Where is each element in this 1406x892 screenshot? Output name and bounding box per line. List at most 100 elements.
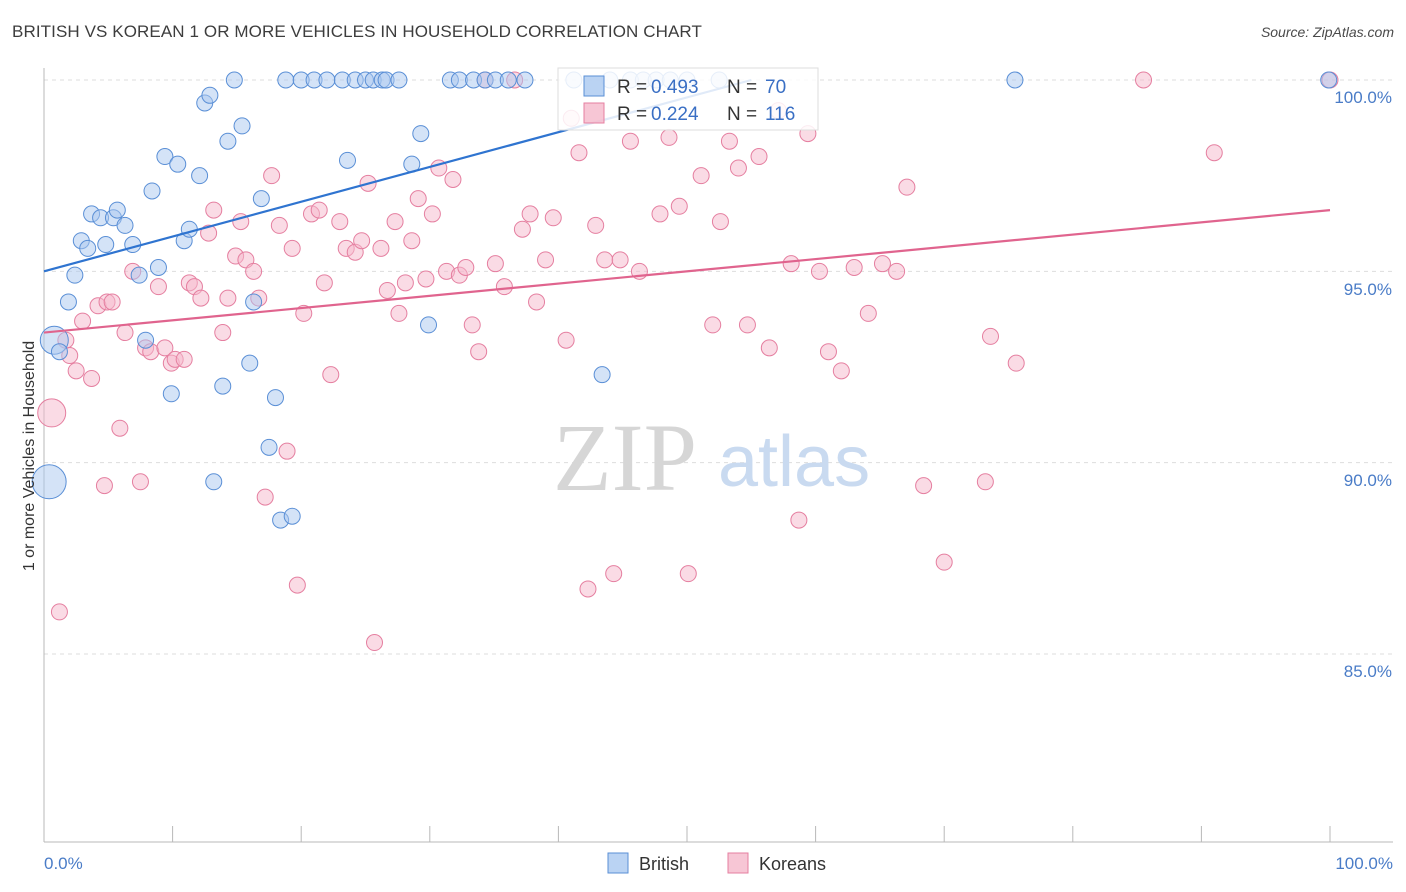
british-point-3: [59, 293, 77, 311]
british-point-29: [225, 71, 243, 89]
british-point-4: [66, 266, 84, 284]
koreans-point-96: [750, 148, 768, 166]
koreans-point-6: [83, 369, 101, 387]
koreans-point-51: [372, 239, 390, 257]
watermark: ZIP atlas: [553, 404, 870, 511]
koreans-point-24: [192, 289, 210, 307]
british-point-6: [79, 239, 97, 257]
koreans-point-18: [156, 339, 174, 357]
legend-british-label: British: [639, 854, 689, 874]
british-point-70: [1320, 71, 1338, 89]
british-point-27: [214, 377, 232, 395]
y-tick-label-85: 85.0%: [1344, 662, 1392, 681]
british-point-54: [450, 71, 468, 89]
koreans-point-84: [621, 132, 639, 150]
british-point-41: [318, 71, 336, 89]
british-point-59: [516, 71, 534, 89]
koreans-point-76: [557, 331, 575, 349]
koreans-point-44: [322, 366, 340, 384]
koreans-point-28: [219, 289, 237, 307]
x-axis-ticks: [43, 826, 1331, 842]
koreans-point-81: [596, 251, 614, 269]
koreans-point-58: [417, 270, 435, 288]
british-point-38: [277, 71, 295, 89]
koreans-point-99: [782, 255, 800, 273]
koreans-point-55: [396, 274, 414, 292]
koreans-point-107: [873, 255, 891, 273]
british-point-20: [169, 155, 187, 173]
british-point-16: [143, 182, 161, 200]
british-point-22: [180, 220, 198, 238]
koreans-point-38: [283, 239, 301, 257]
koreans-point-1: [50, 603, 68, 621]
y-tick-label-95: 95.0%: [1344, 280, 1392, 299]
british-r-value: 0.493: [651, 77, 699, 98]
koreans-point-112: [976, 473, 994, 491]
british-point-17: [149, 259, 167, 277]
koreans-point-91: [704, 316, 722, 334]
y-tick-label-100: 100.0%: [1334, 88, 1392, 107]
koreans-point-52: [378, 281, 396, 299]
koreans-point-86: [651, 205, 669, 223]
british-point-31: [245, 293, 263, 311]
british-point-30: [233, 117, 251, 135]
koreans-point-35: [263, 167, 281, 185]
british-point-28: [219, 132, 237, 150]
british-point-33: [252, 190, 270, 208]
koreans-point-0: [37, 398, 67, 428]
koreans-point-97: [760, 339, 778, 357]
koreans-point-83: [611, 251, 629, 269]
british-point-11: [108, 201, 126, 219]
koreans-point-75: [544, 209, 562, 227]
koreans-point-95: [738, 316, 756, 334]
british-point-58: [499, 71, 517, 89]
koreans-point-89: [679, 565, 697, 583]
legend-koreans-swatch: [727, 852, 749, 874]
british-point-49: [390, 71, 408, 89]
koreans-point-54: [390, 304, 408, 322]
koreans-point-42: [310, 201, 328, 219]
british-point-26: [205, 473, 223, 491]
legend-koreans-label: Koreans: [759, 854, 826, 874]
koreans-point-108: [888, 262, 906, 280]
x-tick-label-100: 100.0%: [1335, 854, 1393, 873]
koreans-point-10: [103, 293, 121, 311]
koreans-point-57: [409, 190, 427, 208]
koreans-point-69: [495, 278, 513, 296]
stats-legend: R = 0.493 N = 70 R = 0.224 N = 116: [557, 67, 819, 131]
koreans-point-116: [1205, 144, 1223, 162]
british-point-52: [420, 316, 438, 334]
koreans-point-36: [270, 216, 288, 234]
koreans-point-93: [720, 132, 738, 150]
british-point-61: [593, 366, 611, 384]
british-point-19: [162, 385, 180, 403]
watermark-atlas: atlas: [718, 422, 870, 502]
koreans-point-103: [819, 343, 837, 361]
british-point-51: [412, 125, 430, 143]
british-point-12: [116, 216, 134, 234]
koreans-point-14: [131, 473, 149, 491]
koreans-point-43: [315, 274, 333, 292]
koreans-point-12: [116, 324, 134, 342]
british-point-32: [241, 354, 259, 372]
koreans-point-111: [935, 553, 953, 571]
british-point-0: [31, 464, 67, 500]
british-point-37: [283, 507, 301, 525]
watermark-zip: ZIP: [553, 404, 697, 511]
koreans-point-94: [729, 159, 747, 177]
koreans-point-105: [845, 259, 863, 277]
koreans-point-45: [331, 213, 349, 231]
british-swatch: [583, 75, 605, 97]
koreans-point-25: [200, 224, 218, 242]
koreans-point-110: [915, 477, 933, 495]
koreans-point-48: [353, 232, 371, 250]
koreans-point-113: [981, 327, 999, 345]
british-point-9: [97, 236, 115, 254]
korean-n-label: N =: [727, 104, 757, 125]
chart-title: BRITISH VS KOREAN 1 OR MORE VEHICLES IN …: [12, 22, 702, 41]
koreans-point-39: [288, 576, 306, 594]
bottom-legend: British Koreans: [607, 852, 826, 874]
british-point-14: [130, 266, 148, 284]
british-point-43: [338, 151, 356, 169]
